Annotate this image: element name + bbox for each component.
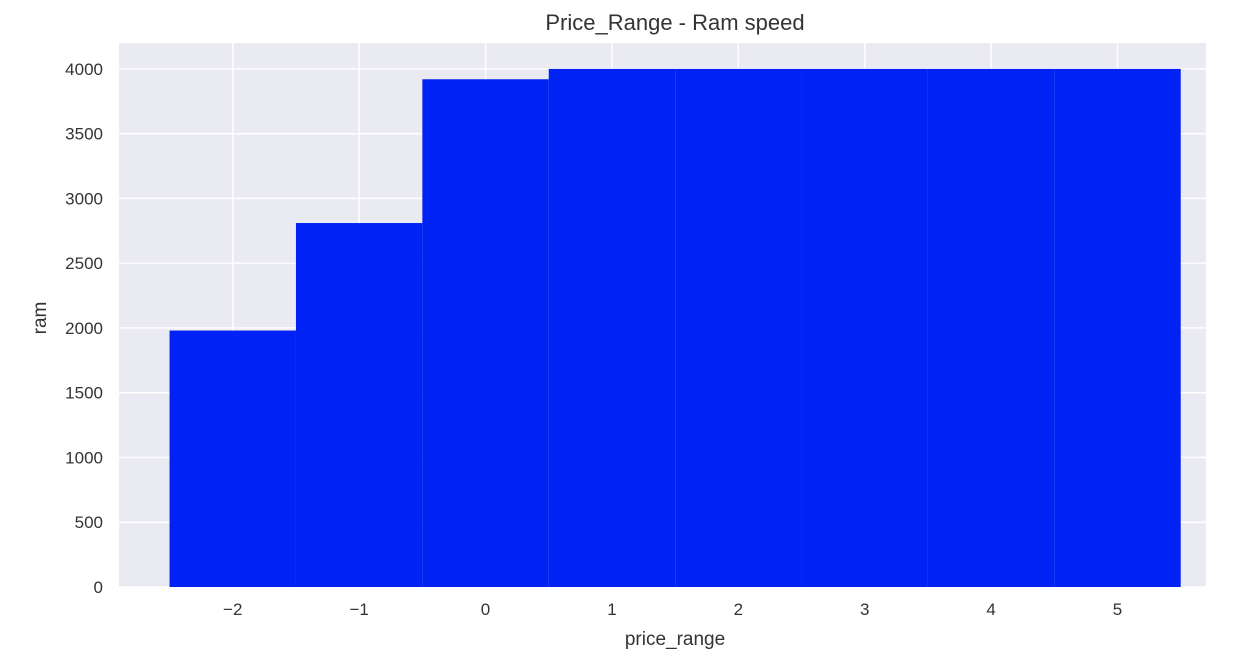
y-tick-label: 3500 [65,125,103,144]
chart-title: Price_Range - Ram speed [545,10,804,35]
x-tick-label: 2 [734,600,743,619]
bar-series [169,68,1181,588]
y-axis-label: ram [30,302,51,335]
bar [675,68,802,587]
x-tick-label: 4 [986,600,995,619]
x-axis-label: price_range [625,629,725,650]
bar [169,330,296,587]
bar [927,68,1055,587]
x-tick-label: 0 [481,600,490,619]
x-axis-ticks: −2 −1 0 1 2 3 4 5 [223,600,1122,619]
y-tick-label: 0 [94,578,103,597]
y-tick-label: 1000 [65,448,103,467]
x-tick-label: −2 [223,600,242,619]
y-tick-label: 4000 [65,60,103,79]
y-tick-label: 1500 [65,384,103,403]
bar [422,79,549,588]
x-tick-label: −1 [349,600,368,619]
y-tick-label: 3000 [65,189,103,208]
y-tick-label: 500 [75,513,103,532]
bar [548,68,676,587]
x-tick-label: 3 [860,600,869,619]
x-tick-label: 1 [607,600,616,619]
bar [295,223,423,588]
bar [801,68,928,587]
y-axis-ticks: 0 500 1000 1500 2000 2500 3000 3500 4000 [65,60,103,597]
bar [1054,68,1181,587]
x-tick-label: 5 [1113,600,1122,619]
y-tick-label: 2500 [65,254,103,273]
y-tick-label: 2000 [65,319,103,338]
